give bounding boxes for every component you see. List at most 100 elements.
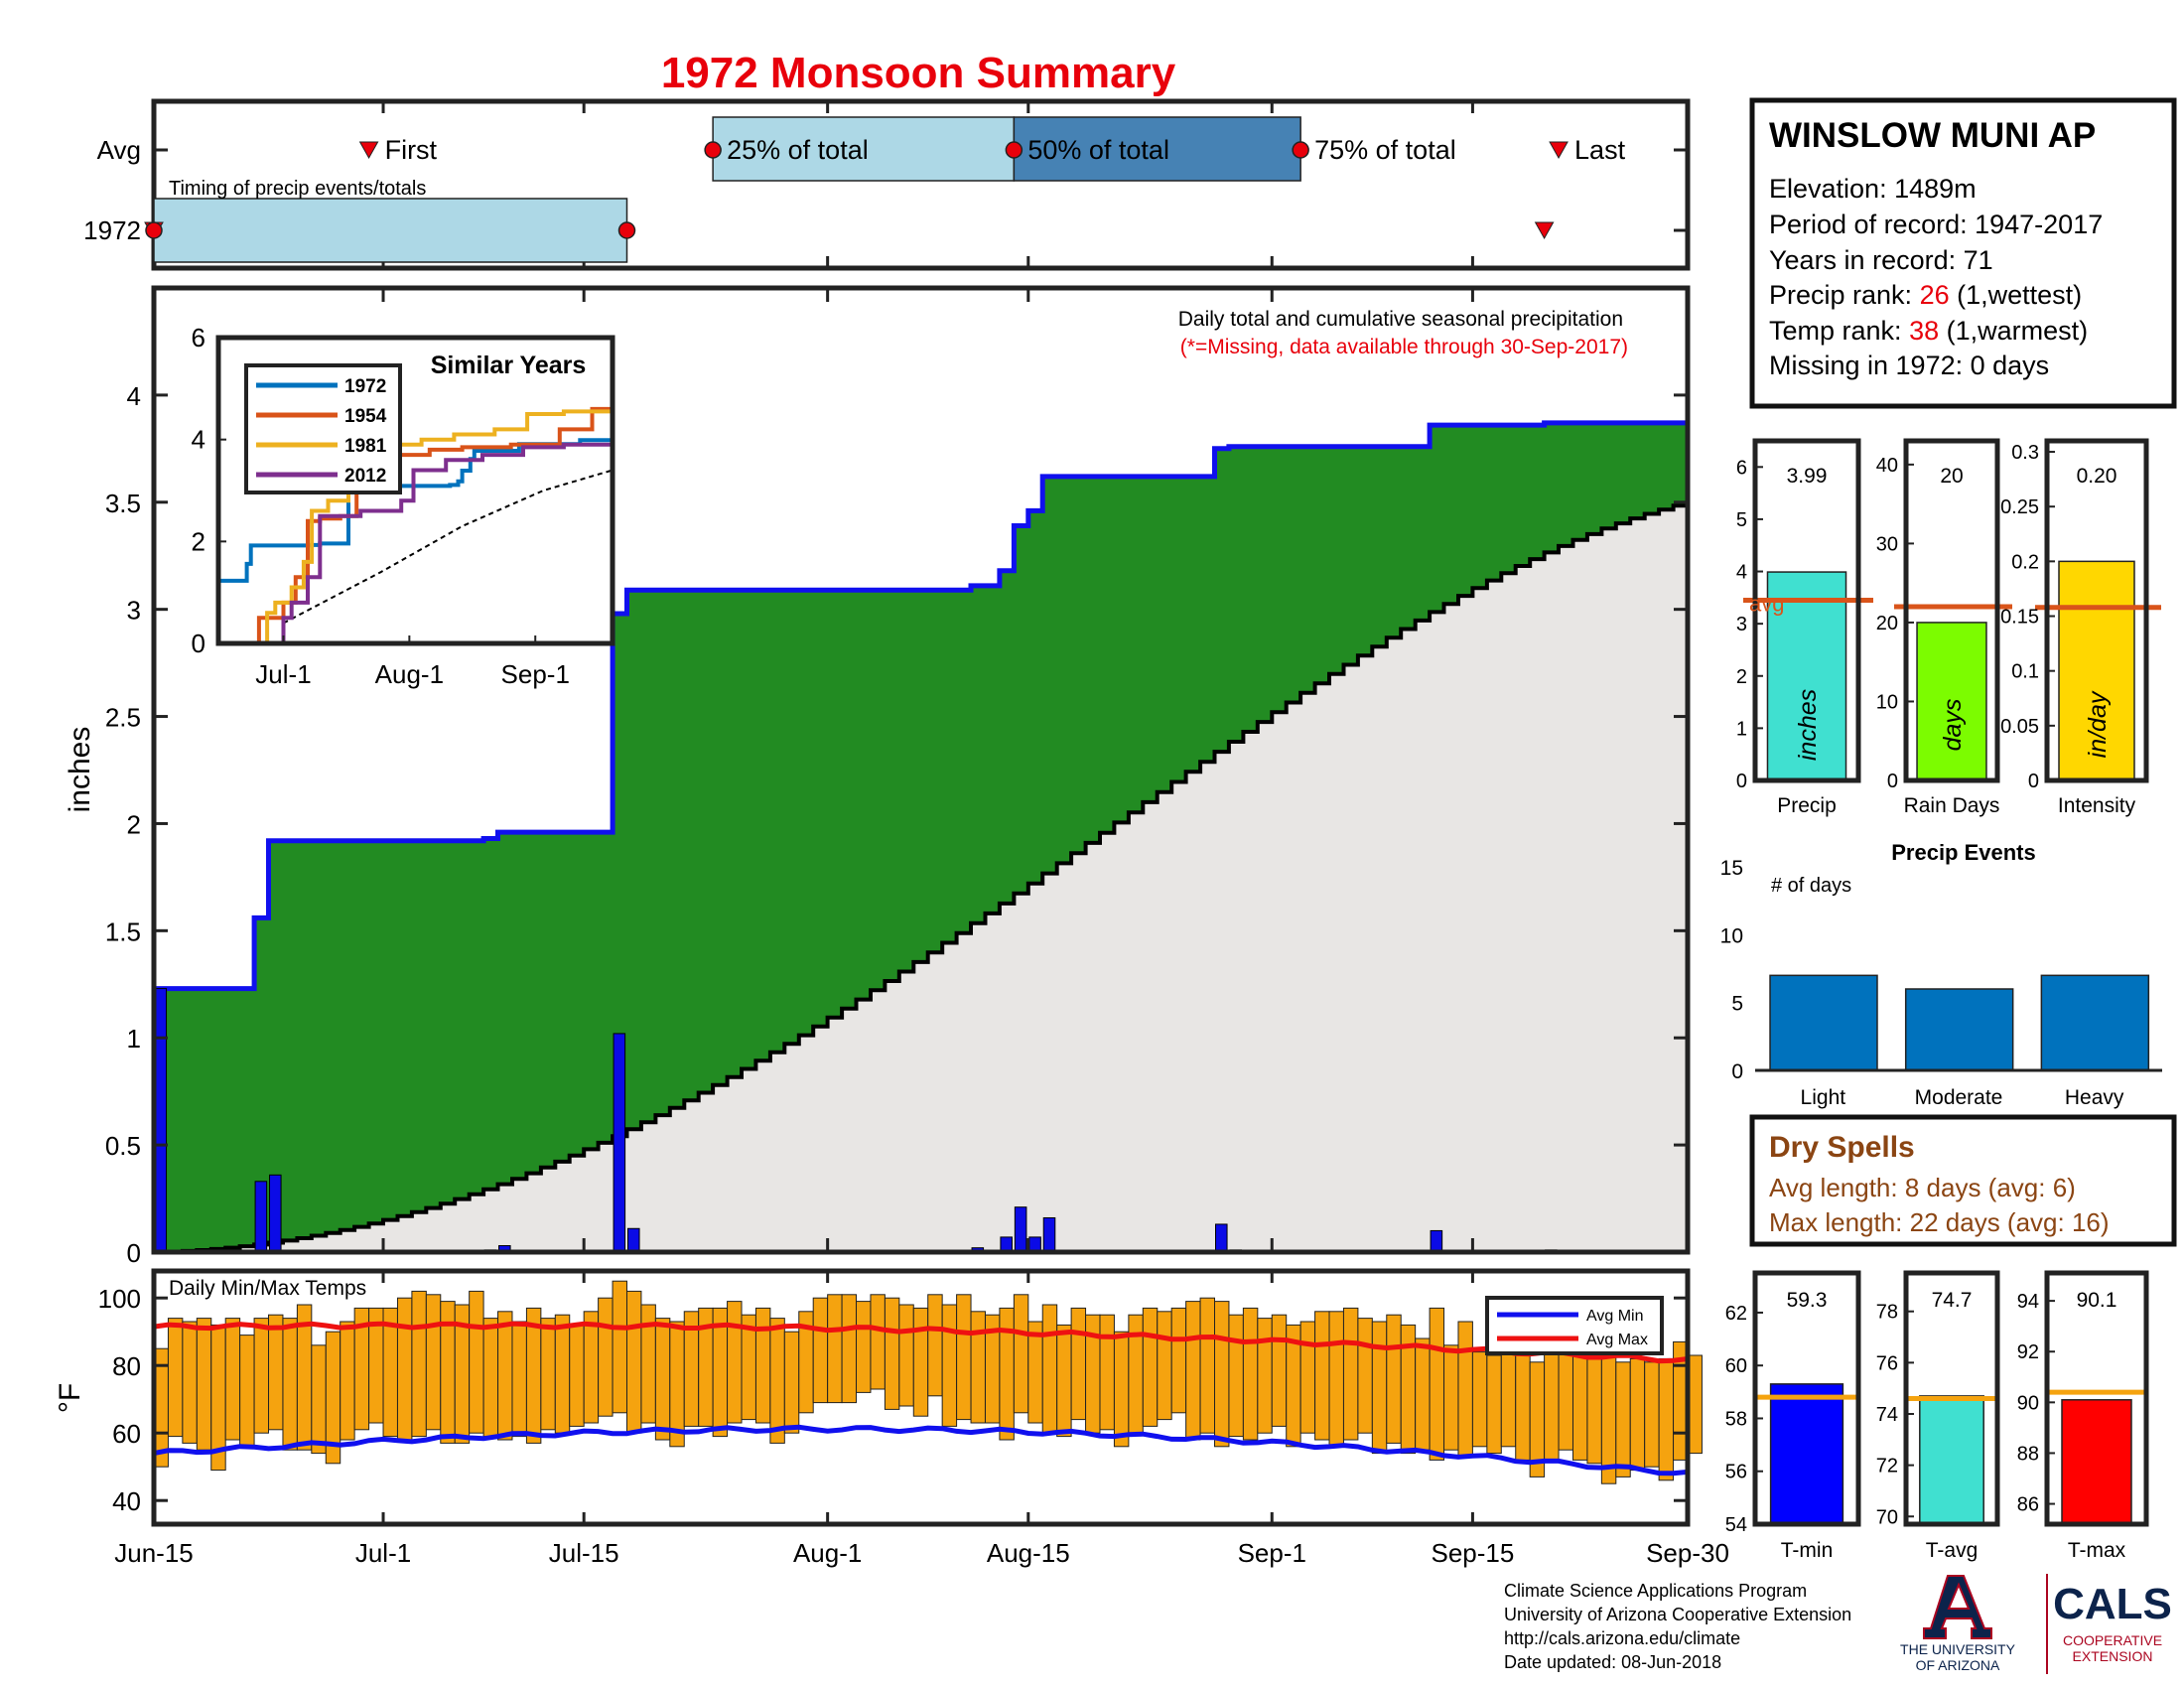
y-tick-label: 1.5 [105, 916, 141, 946]
daily-temp-bar [1371, 1321, 1388, 1455]
daily-temp-bar [511, 1321, 527, 1438]
daily-temp-bar [1314, 1311, 1330, 1441]
daily-temp-bar [1056, 1324, 1072, 1438]
dry-spells-avg: Avg length: 8 days (avg: 6) [1769, 1173, 2076, 1202]
mini-bar-frame [1903, 438, 2000, 783]
x-axis-label: Jul-15 [549, 1538, 619, 1568]
daily-temp-bar [769, 1318, 785, 1444]
mini-y-tick-label: 0.1 [2011, 661, 2039, 683]
inset-title: Similar Years [431, 352, 587, 379]
daily-temp-bar [827, 1294, 843, 1404]
mini-y-tick-label: 0.05 [2000, 716, 2039, 738]
mini-y-tick-label: 0.2 [2011, 551, 2039, 573]
temp-bar-t-min [1769, 1383, 1844, 1525]
daily-temp-bar [1342, 1307, 1359, 1441]
mini-unit-label: days [1939, 699, 1967, 752]
mini-y-tick-label: 6 [1736, 457, 1747, 479]
inset-legend-label: 1972 [344, 376, 386, 397]
mini-bar-frame [2044, 438, 2149, 783]
daily-temp-bar [754, 1307, 771, 1424]
daily-temp-bar [425, 1294, 442, 1431]
temp-y-tick-label: 80 [112, 1351, 141, 1381]
temp-bar-t-avg [1919, 1395, 1984, 1525]
daily-temp-bar [1242, 1307, 1259, 1441]
events-y-tick-label: 15 [1720, 857, 1743, 880]
mini-bar-frame [1752, 438, 1861, 783]
y-tick-label: 0.5 [105, 1131, 141, 1161]
avg-min-line [153, 1424, 1689, 1477]
station-missing: Missing in 1972: 0 days [1769, 351, 2049, 380]
daily-temp-bar [396, 1297, 413, 1441]
avg-last-label: Last [1574, 135, 1626, 165]
footer: Climate Science Applications Program Uni… [1504, 1574, 2172, 1674]
temp-bar-frame [1752, 1270, 1861, 1527]
mini-y-tick-label: 0 [1736, 771, 1747, 792]
station-period: Period of record: 1947-2017 [1769, 210, 2103, 239]
mini-value-label: 20 [1940, 465, 1963, 488]
temp-mini-y-tick-label: 72 [1876, 1456, 1898, 1477]
1972-q75-marker [617, 221, 636, 239]
temp-value-label: 90.1 [2077, 1289, 2117, 1312]
daily-temp-bar [182, 1321, 198, 1444]
mini-y-tick-label: 0 [2028, 771, 2039, 792]
avg-q75-marker [1292, 141, 1309, 159]
mini-y-tick-label: 20 [1876, 613, 1898, 634]
above-average-area [154, 422, 1688, 1252]
event-bar-light [1769, 974, 1878, 1071]
avg-first-marker [358, 141, 379, 160]
temp-value-label: 59.3 [1787, 1289, 1828, 1312]
y-tick-label: 2 [127, 809, 141, 839]
station-info-box: WINSLOW MUNI AP Elevation: 1489m Period … [1749, 97, 2177, 409]
station-years: Years in record: 71 [1769, 245, 1993, 275]
cals-sub-1: COOPERATIVE [2063, 1632, 2162, 1648]
daily-temp-bar [540, 1318, 556, 1431]
daily-temp-bar [1142, 1307, 1159, 1427]
event-category-label: Heavy [2065, 1086, 2124, 1109]
inset-series-1972 [218, 438, 613, 583]
inset-y-tick-label: 6 [192, 323, 205, 352]
ua-line-1: THE UNIVERSITY [1900, 1641, 2016, 1657]
mini-y-tick-label: 30 [1876, 533, 1898, 555]
y-tick-label: 3.5 [105, 489, 141, 518]
inset-legend-label: 1981 [344, 436, 387, 457]
mini-y-tick-label: 5 [1736, 509, 1747, 531]
daily-temp-bar [1357, 1318, 1373, 1434]
mini-y-tick-label: 0 [1887, 771, 1898, 792]
daily-temp-bar [497, 1311, 513, 1441]
daily-temp-bar [282, 1318, 298, 1451]
temp-mini-y-tick-label: 94 [2017, 1291, 2039, 1313]
daily-temp-bar [1544, 1337, 1560, 1461]
footer-line-2: University of Arizona Cooperative Extens… [1504, 1605, 1851, 1624]
daily-temp-bar [1457, 1321, 1473, 1458]
event-category-label: Light [1801, 1086, 1846, 1109]
mini-bar-intensity [2058, 560, 2135, 781]
daily-temp-bar [1185, 1301, 1201, 1441]
avg-q25-label: 25% of total [727, 135, 869, 165]
daily-temp-bar [1271, 1314, 1288, 1427]
events-y-tick-label: 0 [1731, 1060, 1743, 1083]
daily-temp-bar [1157, 1311, 1172, 1421]
mini-y-tick-label: 1 [1736, 718, 1747, 740]
daily-temp-bar [956, 1294, 972, 1421]
x-axis-label: Jun-15 [114, 1538, 194, 1568]
daily-temp-bar [812, 1297, 829, 1404]
mini-y-tick-label: 3 [1736, 614, 1747, 635]
daily-temp-bar [927, 1294, 943, 1397]
cals-sub-2: EXTENSION [2073, 1648, 2153, 1664]
mini-category-label: Precip [1777, 794, 1837, 817]
cals-logo: CALS [2053, 1580, 2172, 1628]
1972-last-marker [1534, 221, 1555, 240]
daily-temp-bar [870, 1294, 886, 1390]
daily-temp-bar [884, 1297, 900, 1410]
timing-row-1972: 1972 [83, 215, 141, 245]
daily-temp-bar [1113, 1331, 1130, 1448]
y-tick-label: 2.5 [105, 703, 141, 733]
daily-temp-bar [625, 1290, 642, 1434]
timing-panel-label: Timing of precip events/totals [169, 178, 426, 200]
temp-y-tick-label: 60 [112, 1419, 141, 1449]
daily-temp-bar [1328, 1311, 1344, 1448]
figure-title: 1972 Monsoon Summary [661, 49, 1176, 97]
daily-temp-bar [941, 1304, 958, 1427]
daily-precip-bar [1215, 1223, 1228, 1253]
daily-temp-bar [912, 1307, 929, 1417]
